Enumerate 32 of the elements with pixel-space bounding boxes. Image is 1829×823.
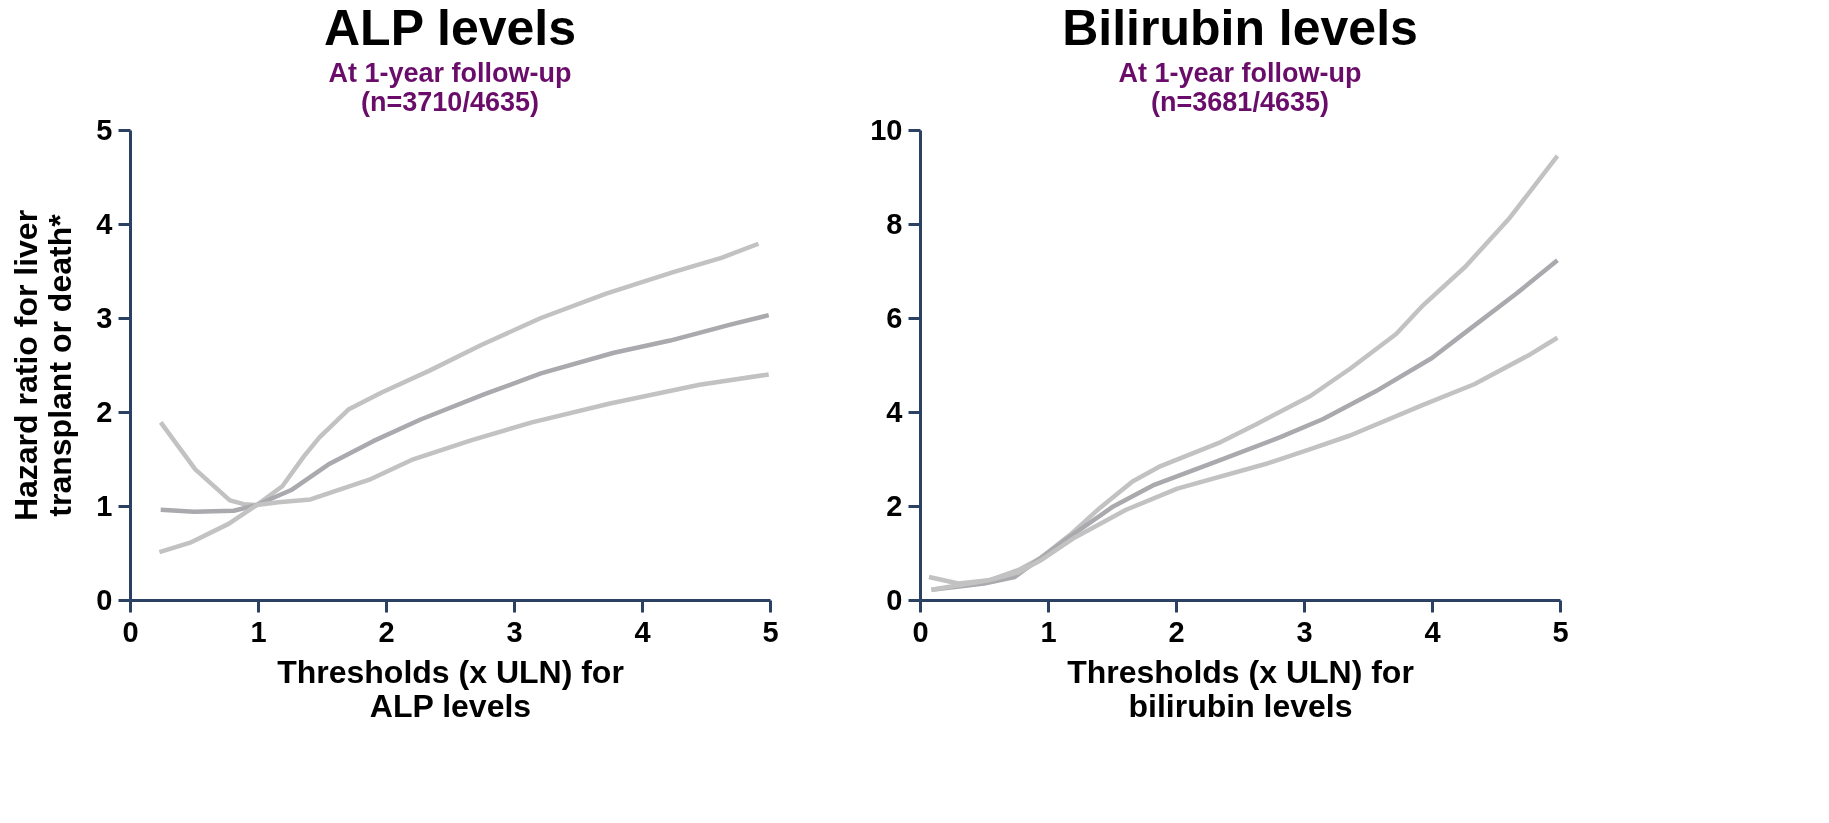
x-tick-label: 5 <box>1552 615 1569 648</box>
y-tick-label: 1 <box>96 489 113 522</box>
x-tick-label: 2 <box>378 615 395 648</box>
x-axis-title: Thresholds (x ULN) for ALP levels <box>277 653 624 724</box>
x-tick-label: 3 <box>1296 615 1313 648</box>
y-axis-title: Hazard ratio for liver transplant or death* <box>8 209 79 522</box>
chart-subtitle: At 1-year follow-up (n=3710/4635) <box>328 58 572 117</box>
x-tick-label: 4 <box>634 615 651 648</box>
chart-subtitle: At 1-year follow-up (n=3681/4635) <box>1118 58 1362 117</box>
y-tick-label: 3 <box>96 301 113 334</box>
x-axis-title: Thresholds (x ULN) for bilirubin levels <box>1067 653 1414 724</box>
y-tick-label: 8 <box>886 207 903 240</box>
x-tick-label: 4 <box>1424 615 1441 648</box>
x-tick-label: 0 <box>122 615 139 648</box>
x-tick-label: 1 <box>1040 615 1057 648</box>
y-tick-label: 2 <box>886 489 903 522</box>
x-tick-label: 2 <box>1168 615 1185 648</box>
y-tick-label: 10 <box>870 113 903 146</box>
x-tick-label: 5 <box>762 615 779 648</box>
chart-title: Bilirubin levels <box>1062 0 1418 56</box>
x-tick-label: 1 <box>250 615 267 648</box>
y-tick-label: 0 <box>96 583 113 616</box>
line-series <box>158 312 771 514</box>
y-tick-label: 4 <box>886 395 903 428</box>
y-tick-label: 4 <box>96 207 113 240</box>
y-tick-label: 5 <box>96 113 113 146</box>
x-tick-label: 3 <box>506 615 523 648</box>
y-tick-label: 6 <box>886 301 903 334</box>
x-tick-label: 0 <box>912 615 929 648</box>
chart-title: ALP levels <box>323 0 577 56</box>
y-tick-label: 0 <box>886 583 903 616</box>
y-tick-label: 2 <box>96 395 113 428</box>
